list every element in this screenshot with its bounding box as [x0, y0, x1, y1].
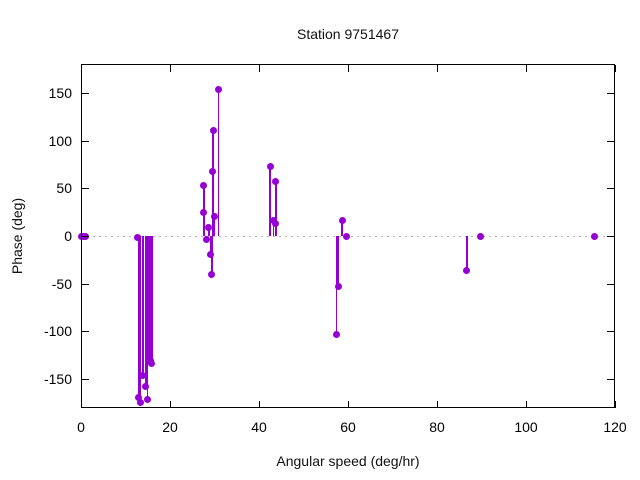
impulse-line: [139, 236, 141, 403]
y-tick-label: 0: [64, 228, 72, 244]
impulse-line: [150, 236, 153, 364]
data-point: [272, 178, 280, 186]
y-tick-mirror: [607, 378, 614, 380]
data-point: [463, 266, 471, 274]
data-point: [215, 86, 222, 94]
x-tick: [348, 401, 349, 408]
x-tick-mirror: [437, 65, 438, 72]
y-tick-label: 100: [48, 132, 72, 149]
data-point: [209, 167, 217, 175]
data-point: [591, 232, 599, 240]
data-point: [209, 127, 217, 135]
data-point: [266, 163, 274, 171]
impulse-line: [269, 166, 271, 236]
y-tick-mirror: [607, 188, 614, 190]
x-axis-label: Angular speed (deg/hr): [276, 453, 420, 469]
x-tick: [615, 401, 616, 408]
data-point: [136, 398, 144, 406]
x-tick-label: 60: [340, 419, 356, 435]
x-tick-mirror: [259, 65, 260, 72]
impulse-line: [212, 130, 214, 236]
x-tick-mirror: [170, 65, 171, 72]
data-point: [338, 217, 346, 225]
y-tick: [82, 378, 89, 380]
impulse-line: [337, 236, 339, 287]
impulse-line: [148, 236, 150, 359]
x-tick-mirror: [81, 65, 82, 72]
x-tick: [170, 401, 171, 408]
impulse-line: [272, 220, 275, 236]
impulse-line: [341, 220, 343, 236]
x-tick-label: 0: [77, 419, 85, 435]
data-point: [343, 233, 351, 241]
x-tick: [259, 401, 260, 408]
data-point: [334, 282, 342, 290]
data-point: [199, 208, 207, 216]
impulse-line: [146, 236, 149, 400]
data-point: [208, 271, 216, 279]
impulse-line: [138, 236, 140, 398]
y-tick-label: 150: [48, 85, 72, 102]
data-point: [476, 232, 484, 240]
y-tick-label: -150: [43, 370, 72, 387]
y-tick-mirror: [607, 236, 614, 237]
data-point: [134, 234, 141, 242]
y-tick: [82, 236, 89, 237]
x-tick-mirror: [526, 65, 527, 72]
impulse-line: [275, 181, 277, 236]
x-tick-mirror: [615, 65, 616, 72]
data-point: [148, 359, 156, 367]
impulse-line: [209, 236, 212, 255]
data-point: [205, 223, 213, 231]
impulse-line: [207, 227, 210, 236]
impulse-line: [142, 236, 144, 376]
impulse-line: [213, 216, 215, 236]
x-tick: [526, 401, 527, 408]
x-tick-mirror: [348, 65, 349, 72]
impulse-line: [466, 236, 468, 271]
impulse-line: [145, 236, 147, 387]
data-point: [139, 372, 147, 380]
y-tick: [82, 188, 89, 190]
y-tick-label: 50: [56, 180, 72, 197]
x-tick-label: 80: [429, 419, 445, 435]
data-point: [200, 182, 208, 190]
data-point: [142, 382, 150, 390]
chart-title: Station 9751467: [297, 26, 399, 42]
data-point: [332, 331, 340, 339]
y-tick: [82, 331, 89, 333]
impulse-line: [149, 236, 152, 361]
data-point: [271, 220, 279, 228]
x-tick-label: 20: [162, 419, 178, 435]
data-point: [135, 394, 143, 402]
x-tick: [437, 401, 438, 408]
y-tick-label: -50: [51, 275, 72, 292]
y-tick-mirror: [607, 283, 614, 285]
data-point: [206, 250, 214, 258]
impulse-line: [217, 89, 220, 236]
x-tick: [81, 401, 82, 408]
x-tick-label: 40: [251, 419, 267, 435]
y-tick: [82, 140, 89, 142]
y-tick-mirror: [607, 93, 614, 95]
x-tick-label: 120: [603, 419, 627, 435]
y-tick-mirror: [607, 331, 614, 333]
y-tick-mirror: [607, 140, 614, 142]
y-tick-label: -100: [43, 323, 72, 340]
data-point: [210, 213, 218, 221]
y-tick: [82, 283, 89, 285]
x-tick-label: 100: [514, 419, 538, 435]
y-tick: [82, 93, 89, 95]
data-point: [202, 236, 210, 244]
data-point: [143, 395, 151, 403]
